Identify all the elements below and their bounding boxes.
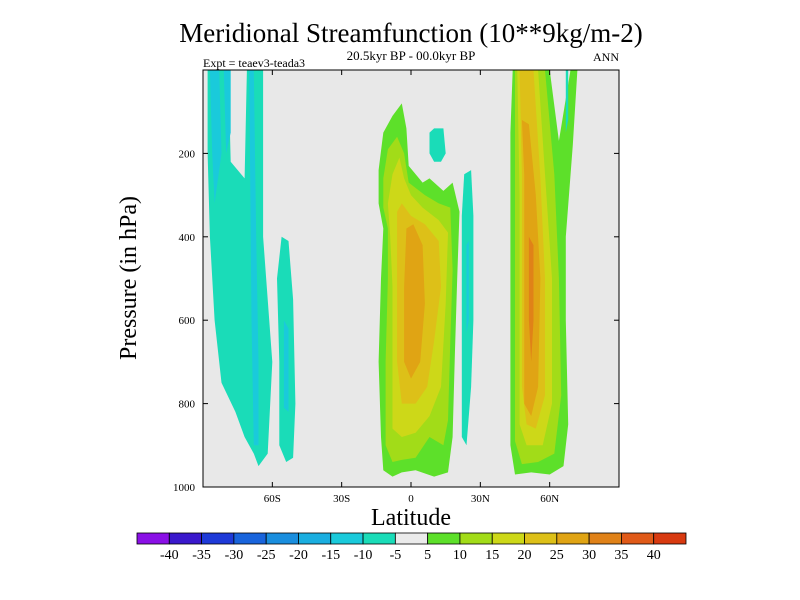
colorbar-level-label: 30 [582, 548, 596, 563]
colorbar-swatch [621, 532, 655, 545]
colorbar-level-label: -25 [257, 548, 276, 563]
colorbar-swatch [556, 532, 590, 545]
colorbar-level-label: -5 [390, 548, 402, 563]
experiment-label: Expt = teaev3-teada3 [203, 56, 305, 70]
season-label: ANN [593, 50, 619, 64]
colorbar-swatch [653, 532, 687, 545]
colorbar-level-label: 40 [647, 548, 661, 563]
plot-area: 60S 30S 0 30N 60N 200 400 600 800 1000 [173, 69, 620, 505]
y-tick-label: 600 [179, 315, 196, 327]
colorbar-swatch [168, 532, 202, 545]
colorbar-swatch [524, 532, 558, 545]
contour-fill-region [528, 236, 534, 362]
colorbar-level-label: 20 [518, 548, 532, 563]
contour-fill-region [404, 224, 425, 379]
y-tick-label: 200 [179, 148, 196, 160]
colorbar-swatch [265, 532, 299, 545]
x-tick-label: 30S [333, 493, 350, 505]
x-tick-label: 30N [471, 493, 490, 505]
y-tick-label: 400 [179, 232, 196, 244]
colorbar-level-label: -35 [192, 548, 211, 563]
colorbar-level-label: 25 [550, 548, 564, 563]
colorbar: -40 -35 -30 -25 -20 -15 -10 -5 5 10 15 20 25 30 35 40 [136, 532, 687, 563]
contour-fill-region [249, 70, 259, 446]
colorbar-swatch [298, 532, 332, 545]
colorbar-swatch [201, 532, 235, 545]
colorbar-level-label: -30 [225, 548, 244, 563]
colorbar-swatch [394, 532, 429, 545]
contour-fill-region [209, 70, 222, 204]
contour-fills [207, 70, 578, 477]
contour-fill-region [429, 128, 446, 162]
colorbar-level-label: -20 [289, 548, 308, 563]
contour-fill-region [283, 320, 289, 412]
x-tick-label: 60N [540, 493, 559, 505]
contour-fill-region [466, 241, 469, 333]
x-tick-label: 0 [408, 493, 414, 505]
colorbar-level-label: 35 [614, 548, 628, 563]
chart-subtitle: 20.5kyr BP - 00.0kyr BP [347, 48, 476, 63]
x-tick-label: 60S [264, 493, 281, 505]
colorbar-swatch [427, 532, 461, 545]
colorbar-swatch [330, 532, 364, 545]
colorbar-level-label: 10 [453, 548, 467, 563]
colorbar-level-label: -15 [321, 548, 340, 563]
x-axis-ticks: 60S 30S 0 30N 60N [264, 70, 559, 505]
colorbar-swatch [362, 532, 396, 545]
y-tick-label: 800 [179, 399, 196, 411]
colorbar-swatch [491, 532, 525, 545]
colorbar-level-label: -40 [160, 548, 179, 563]
colorbar-swatch [588, 532, 622, 545]
colorbar-level-label: -10 [354, 548, 373, 563]
colorbar-swatch [136, 532, 170, 545]
colorbar-level-label: 15 [485, 548, 499, 563]
y-axis-ticks: 200 400 600 800 1000 [173, 148, 619, 494]
y-tick-label: 1000 [173, 482, 196, 494]
colorbar-swatch [459, 532, 493, 545]
contour-fill-region [223, 70, 231, 154]
contour-fill-region [565, 70, 569, 133]
colorbar-swatch [233, 532, 267, 545]
chart-title: Meridional Streamfunction (10**9kg/m-2) [179, 18, 642, 48]
colorbar-level-label: 5 [424, 548, 431, 563]
x-axis-label: Latitude [371, 505, 451, 531]
y-axis-label: Pressure (in hPa) [116, 196, 142, 360]
